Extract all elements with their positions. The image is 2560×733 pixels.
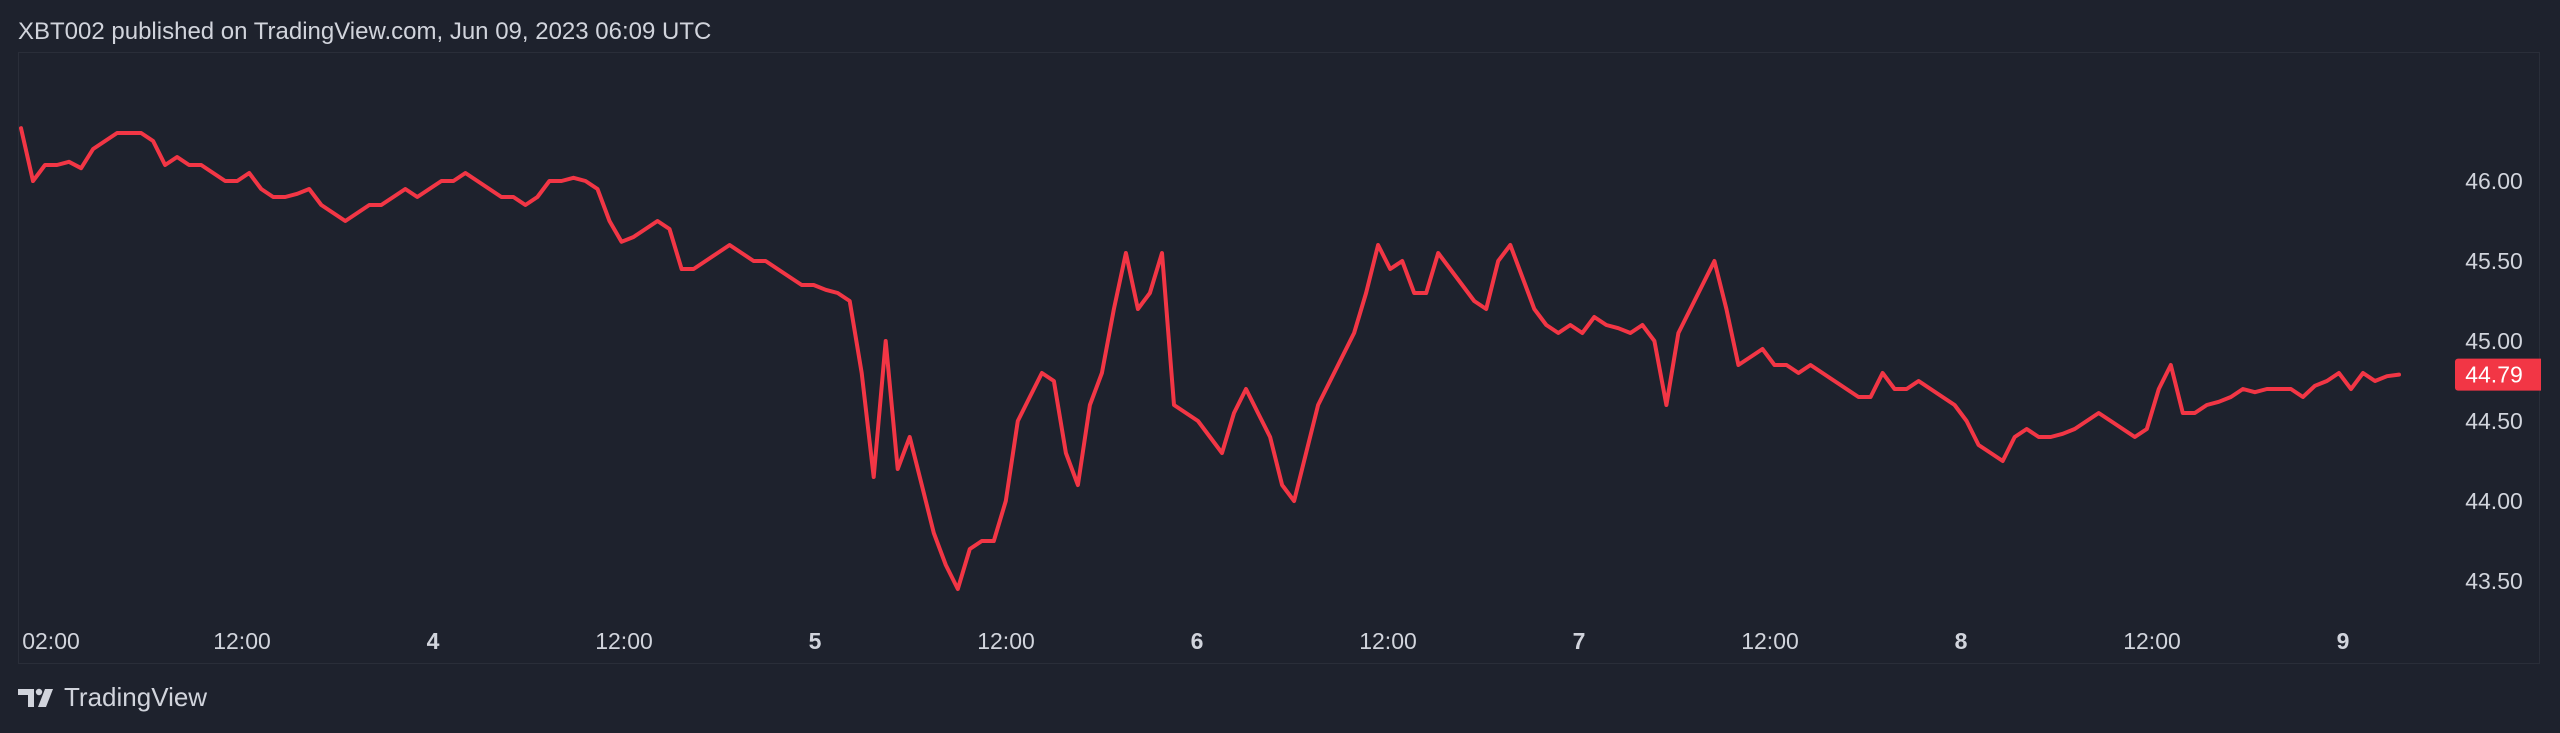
y-axis[interactable]: 46.00 45.50 45.00 44.50 44.00 43.50 <box>2465 168 2523 594</box>
last-price-badge <box>2455 358 2541 391</box>
y-tick-label: 44.00 <box>2465 488 2523 514</box>
brand-name: TradingView <box>64 682 208 712</box>
x-tick-label: 12:00 <box>595 628 653 654</box>
chart-area[interactable]: 46.00 45.50 45.00 44.50 44.00 43.50 02:00 12:0… <box>18 52 2541 665</box>
x-tick-label: 12:00 <box>977 628 1035 654</box>
y-tick-label: 45.50 <box>2465 248 2523 274</box>
x-axis[interactable]: 02:00 12:00 4 12:00 5 12:00 6 12:00 7 12:00 8 12:00… <box>22 628 2349 654</box>
price-line <box>19 126 2401 591</box>
x-tick-label: 12:00 <box>1741 628 1799 654</box>
x-tick-label: 02:00 <box>22 628 80 654</box>
y-tick-label: 46.00 <box>2465 168 2523 194</box>
x-tick-label: 12:00 <box>2123 628 2181 654</box>
x-tick-label: 4 <box>427 628 440 654</box>
x-tick-label: 9 <box>2337 628 2350 654</box>
x-tick-label: 5 <box>809 628 822 654</box>
x-tick-label: 12:00 <box>213 628 271 654</box>
y-tick-label: 45.00 <box>2465 328 2523 354</box>
x-tick-label: 12:00 <box>1359 628 1417 654</box>
x-tick-label: 8 <box>1955 628 1968 654</box>
tradingview-logo-icon <box>18 688 53 707</box>
last-price-label: 44.79 <box>2455 358 2541 391</box>
y-tick-label: 44.50 <box>2465 408 2523 434</box>
last-price-text: 44.79 <box>2465 362 2523 388</box>
price-chart[interactable]: 46.00 45.50 45.00 44.50 44.00 43.50 02:00 12:0… <box>19 53 2541 665</box>
y-tick-label: 43.50 <box>2465 568 2523 594</box>
x-tick-label: 6 <box>1191 628 1204 654</box>
publisher-caption: XBT002 published on TradingView.com, Jun… <box>18 18 712 45</box>
footer-brand[interactable]: TradingView <box>18 682 207 713</box>
x-tick-label: 7 <box>1573 628 1586 654</box>
